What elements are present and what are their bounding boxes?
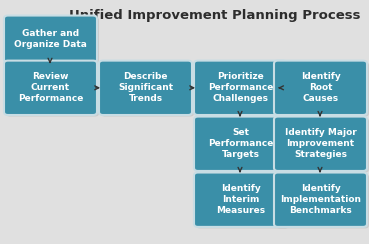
FancyBboxPatch shape bbox=[194, 173, 287, 227]
FancyBboxPatch shape bbox=[194, 61, 287, 115]
Text: Identify Major
Improvement
Strategies: Identify Major Improvement Strategies bbox=[284, 128, 356, 159]
FancyBboxPatch shape bbox=[196, 174, 289, 228]
FancyBboxPatch shape bbox=[276, 118, 369, 173]
FancyBboxPatch shape bbox=[4, 16, 97, 62]
Text: Prioritize
Performance
Challenges: Prioritize Performance Challenges bbox=[208, 72, 273, 103]
FancyBboxPatch shape bbox=[99, 61, 192, 115]
FancyBboxPatch shape bbox=[276, 62, 369, 117]
FancyBboxPatch shape bbox=[274, 117, 367, 171]
FancyBboxPatch shape bbox=[194, 117, 287, 171]
FancyBboxPatch shape bbox=[101, 62, 194, 117]
Text: Gather and
Organize Data: Gather and Organize Data bbox=[14, 29, 87, 49]
Text: Set
Performance
Targets: Set Performance Targets bbox=[208, 128, 273, 159]
Text: Identify
Root
Causes: Identify Root Causes bbox=[301, 72, 340, 103]
Text: Identify
Implementation
Benchmarks: Identify Implementation Benchmarks bbox=[280, 184, 361, 215]
Text: Identify
Interim
Measures: Identify Interim Measures bbox=[216, 184, 265, 215]
FancyBboxPatch shape bbox=[276, 174, 369, 228]
FancyBboxPatch shape bbox=[6, 17, 99, 64]
FancyBboxPatch shape bbox=[196, 118, 289, 173]
FancyBboxPatch shape bbox=[274, 173, 367, 227]
Text: Review
Current
Performance: Review Current Performance bbox=[18, 72, 83, 103]
Text: Describe
Significant
Trends: Describe Significant Trends bbox=[118, 72, 173, 103]
FancyBboxPatch shape bbox=[4, 61, 97, 115]
FancyBboxPatch shape bbox=[196, 62, 289, 117]
FancyBboxPatch shape bbox=[274, 61, 367, 115]
FancyBboxPatch shape bbox=[6, 62, 99, 117]
Text: Unified Improvement Planning Process: Unified Improvement Planning Process bbox=[69, 9, 361, 22]
